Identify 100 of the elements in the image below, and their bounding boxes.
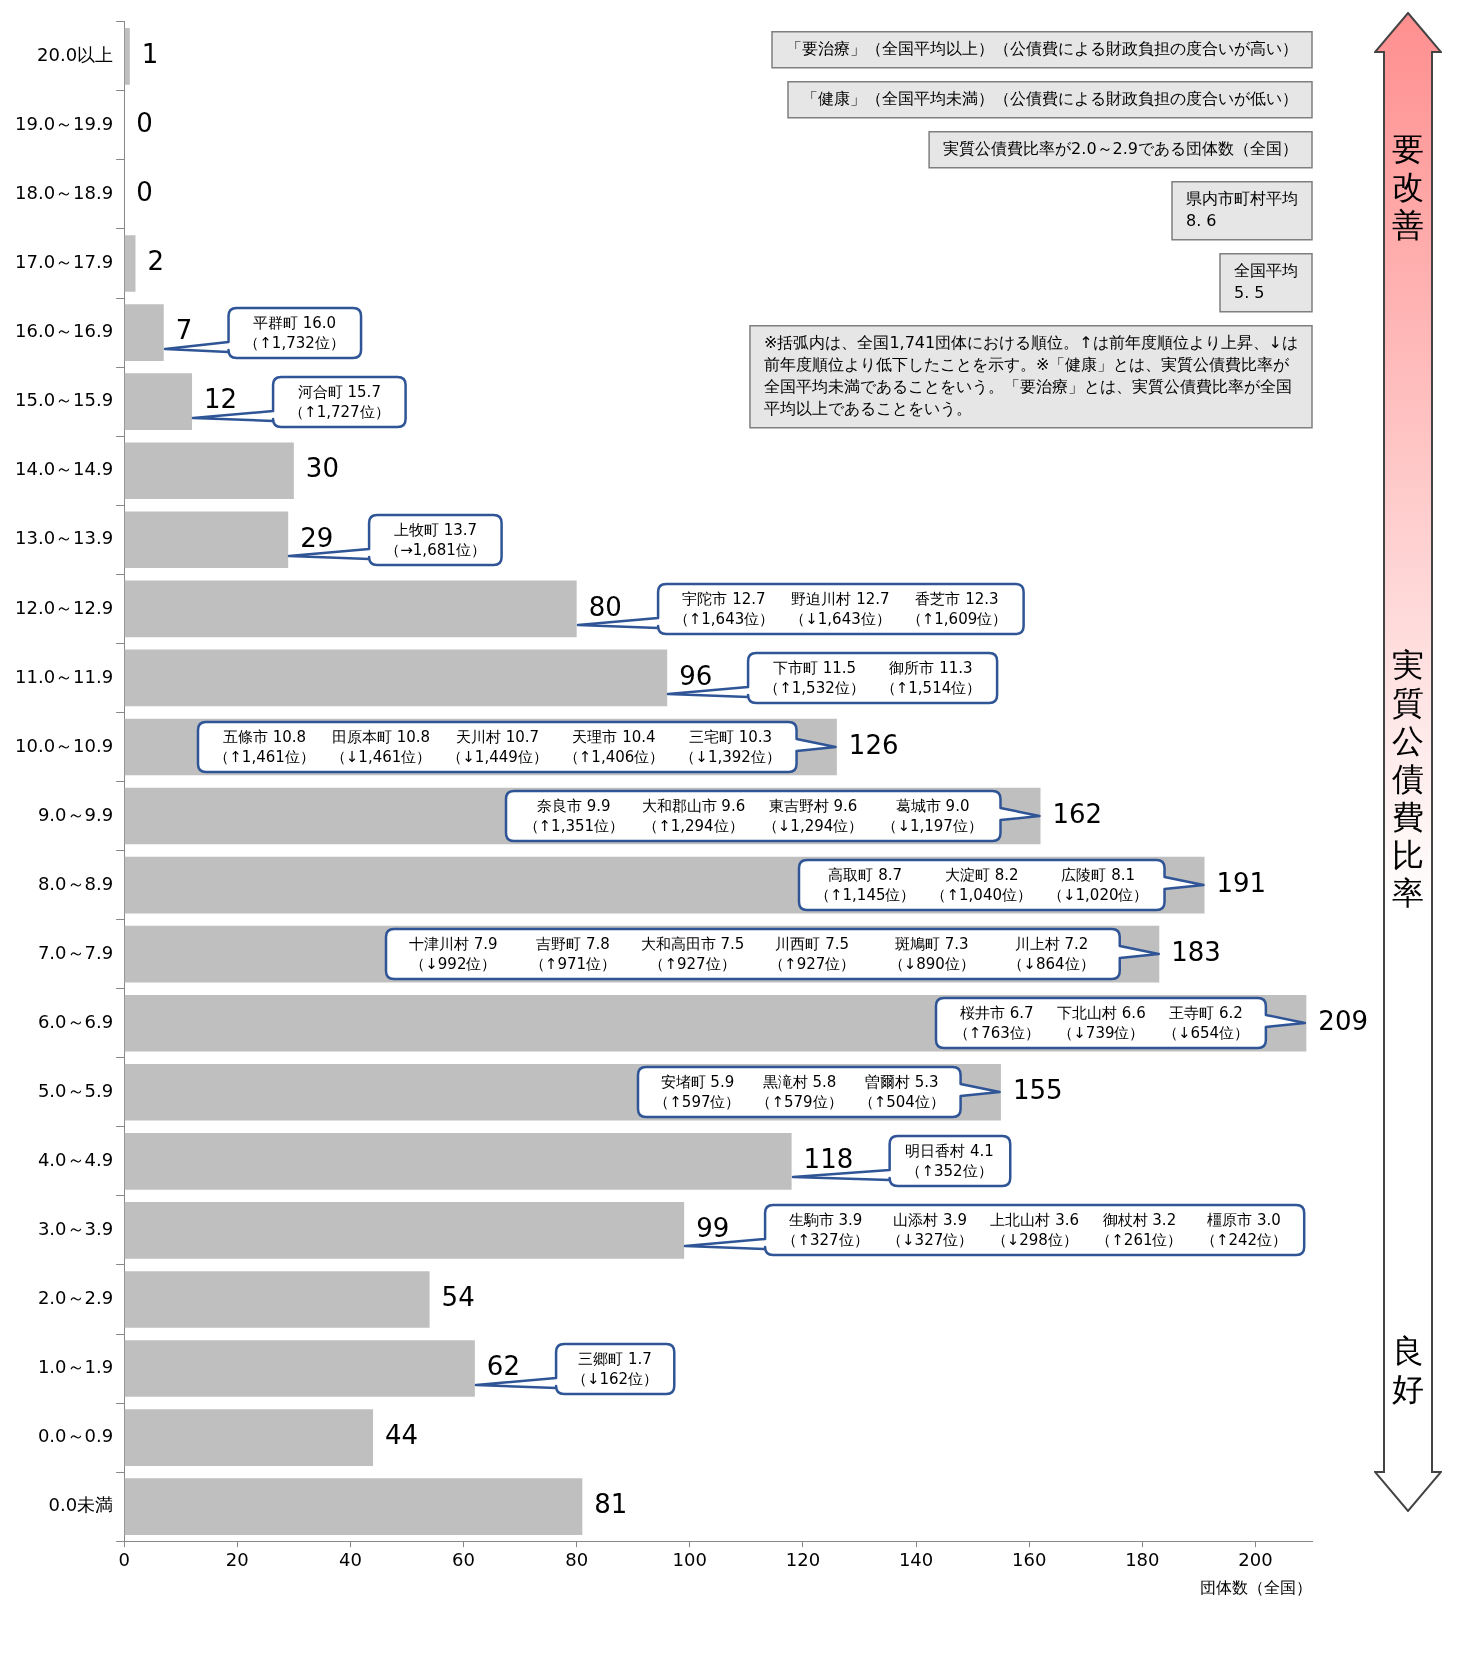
- annotation: 高取町 8.7 （↑1,145位）: [813, 865, 917, 906]
- annotation: 下市町 11.5 （↑1,532位）: [763, 657, 866, 698]
- annotation: 十津川村 7.9 （↓992位）: [408, 934, 499, 975]
- y-tick-label: 1.0～1.9: [37, 1356, 114, 1378]
- y-tick-label: 11.0～11.9: [15, 665, 114, 687]
- data-label: 80: [588, 591, 622, 622]
- annotation: 全国平均 5. 5: [1234, 260, 1298, 302]
- annotation: 葛城市 9.0 （↓1,197位）: [881, 796, 984, 837]
- annotation: 香芝市 12.3 （↑1,609位）: [905, 588, 1009, 629]
- annotation: 明日香村 4.1 （↑352位）: [904, 1141, 995, 1182]
- annotation: 平群町 16.0 （↑1,732位）: [243, 312, 346, 353]
- y-tick-label: 19.0～19.9: [15, 113, 114, 135]
- annotation: 大和高田市 7.5 （↑927位）: [639, 934, 746, 975]
- y-tick-label: 5.0～5.9: [37, 1079, 114, 1101]
- annotation: 県内市町村平均 8. 6: [1186, 188, 1298, 230]
- annotation: 黒滝村 5.8 （↑579位）: [755, 1072, 844, 1113]
- annotation: 下北山村 6.6 （↓739位）: [1056, 1003, 1147, 1044]
- text: 要改善: [1392, 130, 1424, 245]
- y-tick-label: 17.0～17.9: [15, 251, 114, 273]
- annotation: 広陵町 8.1 （↓1,020位）: [1047, 865, 1150, 906]
- annotation: 曽爾村 5.3 （↑504位）: [857, 1072, 946, 1113]
- y-tick-label: 12.0～12.9: [15, 596, 114, 618]
- x-tick-label: 140: [898, 1548, 934, 1570]
- y-tick-label: 10.0～10.9: [15, 734, 114, 756]
- annotation: 山添村 3.9 （↓327位）: [886, 1210, 975, 1251]
- y-tick-label: 4.0～4.9: [37, 1149, 114, 1171]
- x-tick-label: 200: [1238, 1548, 1273, 1570]
- data-label: 44: [385, 1420, 419, 1451]
- data-label: 1: [141, 39, 159, 70]
- data-label: 81: [594, 1489, 628, 1520]
- y-axis-title: 実質公債費比率: [1392, 645, 1424, 912]
- annotation: 河合町 15.7 （↑1,727位）: [288, 381, 391, 422]
- data-label: 30: [305, 453, 339, 484]
- y-tick-label: 0.0～0.9: [37, 1425, 114, 1447]
- annotation: 五條市 10.8 （↑1,461位）: [213, 726, 316, 767]
- bar: [124, 235, 136, 292]
- data-label: 0: [136, 108, 153, 139]
- annotation: 奈良市 9.9 （↑1,351位）: [522, 796, 626, 837]
- bar: [124, 28, 130, 85]
- annotation: 天理市 10.4 （↑1,406位）: [562, 726, 666, 767]
- data-label: 96: [679, 660, 713, 691]
- y-tick-label: 0.0未満: [48, 1494, 114, 1516]
- x-tick-label: 100: [672, 1548, 707, 1570]
- y-tick-label: 14.0～14.9: [15, 458, 114, 480]
- annotation: 大淀町 8.2 （↑1,040位）: [930, 865, 1033, 906]
- annotation: 「健康」（全国平均未満）（公債費による財政負担の度合いが低い）: [802, 88, 1298, 108]
- x-tick-label: 40: [338, 1548, 362, 1570]
- data-label: 99: [696, 1213, 730, 1244]
- x-axis-title: 団体数（全国）: [1200, 1577, 1312, 1597]
- y-tick-label: 3.0～3.9: [37, 1218, 114, 1240]
- annotation: 上牧町 13.7 （→1,681位）: [384, 519, 487, 560]
- y-tick-label: 6.0～6.9: [37, 1010, 114, 1032]
- y-tick-label: 9.0～9.9: [37, 803, 114, 825]
- data-label: 62: [486, 1351, 520, 1382]
- bar: [124, 373, 193, 430]
- annotation: 三郷町 1.7 （↓162位）: [570, 1348, 660, 1389]
- annotation: 上北山村 3.6 （↓298位）: [989, 1210, 1081, 1251]
- annotation: 安堵町 5.9 （↑597位）: [653, 1072, 742, 1113]
- annotation: 吉野町 7.8 （↑971位）: [528, 934, 618, 975]
- y-tick-label: 20.0以上: [37, 44, 114, 65]
- x-tick-label: 60: [452, 1548, 475, 1570]
- y-tick-label: 7.0～7.9: [37, 941, 114, 963]
- annotation: 東吉野村 9.6 （↓1,294位）: [761, 796, 865, 837]
- annotation: 斑鳩町 7.3 （↓890位）: [887, 934, 976, 975]
- data-label: 155: [1012, 1075, 1063, 1106]
- x-tick-label: 0: [118, 1548, 130, 1570]
- data-label: 209: [1318, 1005, 1368, 1036]
- annotation: 王寺町 6.2 （↓654位）: [1161, 1003, 1251, 1044]
- data-label: 54: [441, 1282, 475, 1313]
- data-label: 2: [147, 246, 165, 277]
- annotation: 田原本町 10.8 （↓1,461位）: [329, 726, 433, 767]
- y-tick-label: 13.0～13.9: [15, 527, 114, 549]
- x-tick-label: 160: [1012, 1548, 1047, 1570]
- y-tick-label: 8.0～8.9: [37, 872, 114, 894]
- annotation: 三宅町 10.3 （↓1,392位）: [679, 726, 782, 767]
- annotation: 実質公債費比率が2.0～2.9である団体数（全国）: [943, 138, 1298, 158]
- annotation: 御杖村 3.2 （↑261位）: [1095, 1210, 1184, 1251]
- x-tick-label: 80: [565, 1548, 589, 1570]
- annotation: 生駒市 3.9 （↑327位）: [781, 1210, 870, 1251]
- annotation: 天川村 10.7 （↓1,449位）: [446, 726, 549, 767]
- data-label: 12: [204, 384, 238, 415]
- bar: [124, 1271, 430, 1328]
- annotation: 川西町 7.5 （↑927位）: [768, 934, 857, 975]
- bar: [124, 304, 164, 361]
- data-label: 7: [175, 315, 193, 346]
- annotation: 橿原市 3.0 （↑242位）: [1199, 1210, 1289, 1251]
- x-tick-label: 120: [785, 1548, 821, 1570]
- data-label: 126: [848, 729, 899, 760]
- bar: [124, 1409, 374, 1466]
- data-label: 162: [1052, 798, 1103, 829]
- annotation: 大和郡山市 9.6 （↑1,294位）: [640, 796, 747, 837]
- data-label: 191: [1216, 867, 1267, 898]
- data-label: 183: [1171, 936, 1221, 967]
- annotation: 桜井市 6.7 （↑763位）: [952, 1003, 1041, 1044]
- y-tick-label: 15.0～15.9: [15, 389, 114, 411]
- bar: [124, 1478, 583, 1535]
- data-label: 118: [803, 1144, 854, 1175]
- text: 良好: [1392, 1331, 1424, 1408]
- annotation: 宇陀市 12.7 （↑1,643位）: [672, 588, 776, 629]
- x-tick-label: 20: [225, 1548, 249, 1570]
